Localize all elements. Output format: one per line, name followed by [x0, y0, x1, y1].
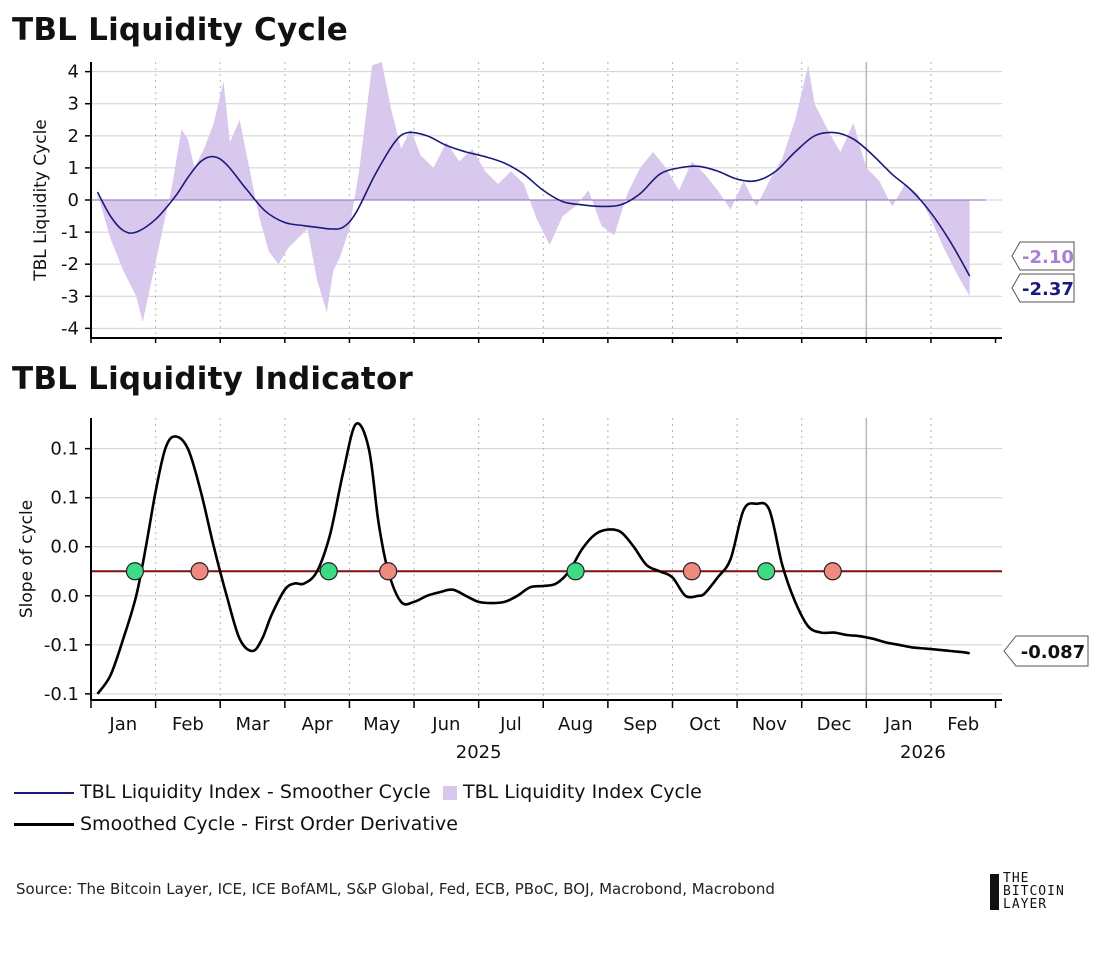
bullish-crossover-marker	[566, 562, 585, 581]
smoother-cycle-line	[96, 131, 971, 277]
cycle-end-label: -2.10	[1022, 247, 1074, 268]
bitcoin-layer-logo: THE BITCOIN LAYER	[990, 872, 1090, 914]
y-tick-label: 2	[68, 126, 79, 147]
indicator-grid	[90, 418, 1002, 700]
cycle-chart-title: TBL Liquidity Cycle	[12, 12, 349, 48]
month-label: Jul	[499, 714, 522, 735]
logo-text: THE BITCOIN LAYER	[1003, 872, 1065, 911]
legend-deriv-swatch	[14, 823, 74, 826]
legend-cycle: TBL Liquidity Index Cycle	[443, 781, 702, 803]
smoother-end-label-box	[1011, 273, 1075, 303]
month-label: May	[363, 714, 401, 735]
legend-deriv: Smoothed Cycle - First Order Derivative	[14, 813, 458, 835]
year-label: 2026	[900, 742, 946, 763]
cycle-area	[97, 62, 970, 322]
legend-deriv-label: Smoothed Cycle - First Order Derivative	[80, 813, 458, 835]
y-tick-label: -0.1	[44, 635, 79, 656]
x-axis-labels: Jan Feb Mar Apr May Jun Jul Aug Sep Oct Nov Dec Jan F…	[108, 714, 979, 763]
month-label: Nov	[752, 714, 787, 735]
month-label: Apr	[302, 714, 334, 735]
month-label: Dec	[817, 714, 852, 735]
y-axis-title: TBL Liquidity Cycle	[31, 119, 51, 282]
legend-smoother-swatch	[14, 791, 74, 794]
month-label: Feb	[172, 714, 204, 735]
cycle-axes: 4 3 2 1 0 -1 -2 -3 -4 TBL Liquidity Cycle -2.10 -2.…	[31, 62, 1075, 343]
month-label: Jan	[108, 714, 137, 735]
bullish-crossover-marker	[125, 562, 145, 581]
y-tick-label: -2	[61, 254, 79, 275]
legend-smoother-label: TBL Liquidity Index - Smoother Cycle	[80, 781, 431, 803]
bullish-crossover-marker	[319, 562, 338, 581]
logo-line-1: THE	[1003, 871, 1030, 886]
cycle-plot	[91, 62, 986, 322]
indicator-plot	[91, 422, 1002, 695]
logo-line-3: LAYER	[1003, 897, 1048, 912]
bearish-crossover-marker	[190, 562, 209, 581]
y-axis-title: Slope of cycle	[17, 500, 37, 618]
first-derivative-line	[96, 422, 970, 695]
y-tick-label: -4	[61, 318, 79, 339]
source-note: Source: The Bitcoin Layer, ICE, ICE BofA…	[16, 880, 775, 898]
month-label: Oct	[689, 714, 720, 735]
y-tick-label: -0.1	[44, 684, 79, 705]
y-tick-label: 0	[68, 190, 79, 211]
indicator-axes: 0.1 0.1 0.0 0.0 -0.1 -0.1 Slope of cycle -0.087	[17, 418, 1089, 708]
y-tick-label: 4	[68, 62, 79, 83]
logo-line-2: BITCOIN	[1003, 884, 1065, 899]
month-label: Mar	[236, 714, 271, 735]
bearish-crossover-marker	[379, 562, 398, 581]
month-label: Jun	[431, 714, 460, 735]
cycle-end-label-box	[1011, 241, 1075, 271]
derivative-end-label: -0.087	[1021, 642, 1085, 663]
y-tick-label: -1	[61, 222, 79, 243]
y-tick-label: 0.1	[50, 488, 79, 509]
y-tick-label: 0.0	[50, 586, 79, 607]
month-label: Feb	[947, 714, 979, 735]
y-tick-label: 0.1	[50, 439, 79, 460]
y-tick-label: 1	[68, 158, 79, 179]
y-tick-label: 3	[68, 94, 79, 115]
logo-bar	[990, 874, 999, 910]
legend-cycle-swatch	[443, 785, 457, 800]
month-label: Aug	[558, 714, 593, 735]
indicator-chart-title: TBL Liquidity Indicator	[12, 361, 413, 397]
derivative-end-label-box	[1003, 635, 1089, 667]
y-tick-label: 0.0	[50, 537, 79, 558]
bearish-crossover-marker	[823, 562, 842, 581]
legend-smoother: TBL Liquidity Index - Smoother Cycle	[14, 781, 431, 803]
bullish-crossover-marker	[757, 562, 776, 581]
legend-cycle-label: TBL Liquidity Index Cycle	[463, 781, 702, 803]
smoother-end-label: -2.37	[1022, 279, 1074, 300]
y-tick-label: -3	[61, 286, 79, 307]
month-label: Sep	[623, 714, 657, 735]
year-label: 2025	[456, 742, 502, 763]
bearish-crossover-marker	[682, 562, 701, 581]
month-label: Jan	[884, 714, 913, 735]
